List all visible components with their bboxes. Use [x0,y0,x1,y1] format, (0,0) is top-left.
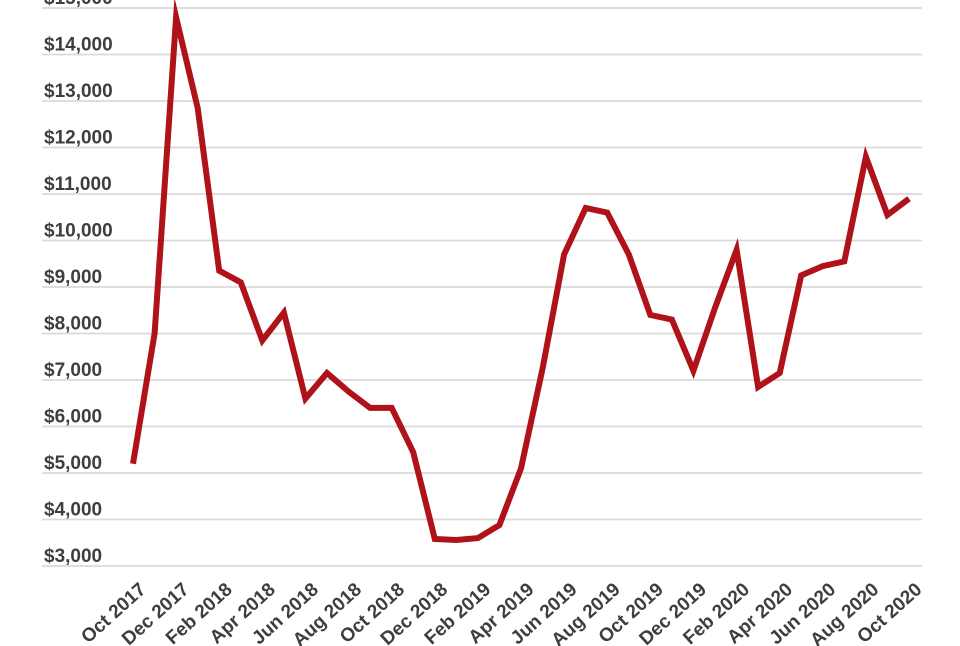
y-axis-tick-label: $14,000 [44,35,113,56]
y-axis-tick-label: $4,000 [44,500,102,521]
y-axis-tick-label: $6,000 [44,407,102,428]
y-axis-tick-label: $12,000 [44,128,113,149]
y-axis-tick-label: $15,000 [44,0,113,9]
y-axis-labels: $15,000 $14,000 $13,000 $12,000 $11,000 $10,0… [44,0,113,567]
price-line [130,0,911,544]
gridlines [42,7,922,567]
y-axis-tick-label: $3,000 [44,546,102,567]
y-axis-tick-label: $8,000 [44,314,102,335]
y-axis-tick-label: $10,000 [44,221,113,242]
y-axis-tick-label: $9,000 [44,267,102,288]
price-line-series [130,0,911,544]
y-axis-tick-label: $5,000 [44,453,102,474]
y-axis-tick-label: $7,000 [44,360,102,381]
y-axis-tick-label: $13,000 [44,81,113,102]
y-axis-tick-label: $11,000 [44,174,112,195]
